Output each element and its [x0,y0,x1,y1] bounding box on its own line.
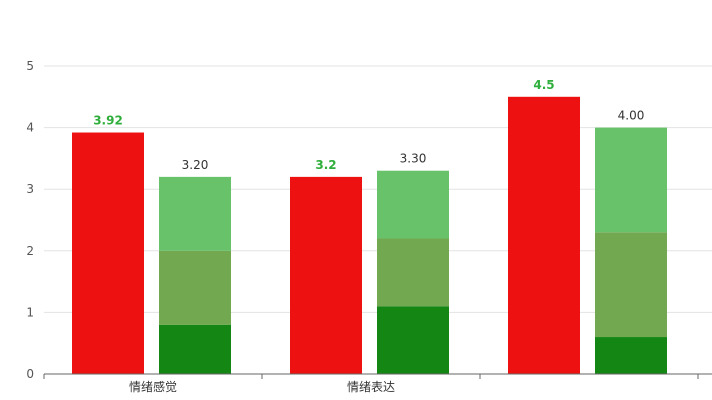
bar-stack-segment-3 [159,176,231,251]
data-label: 3.2 [315,158,336,172]
y-tick-label: 2 [26,244,34,258]
data-labels: 3.92 3.20 3.2 3.30 4.5 4.00 [93,78,644,172]
bar-stack-segment-2 [595,232,667,338]
data-label: 3.20 [182,158,209,172]
bar-red [290,176,362,374]
y-tick-label: 4 [26,121,34,135]
bar-stack-segment-1 [595,337,667,374]
x-tick-label: 情绪表达 [347,380,395,394]
bar-stack-segment-2 [377,238,449,307]
bar-red [72,132,144,374]
y-tick-label: 5 [26,59,34,73]
data-label: 4.00 [618,109,645,123]
y-tick-label: 0 [26,367,34,381]
bar-stack-segment-3 [595,127,667,233]
y-tick-label: 3 [26,182,34,196]
bars [72,96,667,375]
y-axis: 0 1 2 3 4 5 [26,59,34,381]
x-tick-label: 情绪感觉 [129,379,177,394]
data-label: 3.92 [93,114,123,128]
bar-stack-segment-2 [159,250,231,325]
bar-stack-segment-3 [377,170,449,239]
x-axis: 情绪感觉 情绪表达 [43,373,712,394]
bar-stack-segment-1 [159,324,231,374]
bar-stack-segment-1 [377,306,449,374]
data-label: 4.5 [533,78,554,92]
bar-red [508,96,580,375]
data-label: 3.30 [400,152,427,166]
y-tick-label: 1 [26,305,34,319]
